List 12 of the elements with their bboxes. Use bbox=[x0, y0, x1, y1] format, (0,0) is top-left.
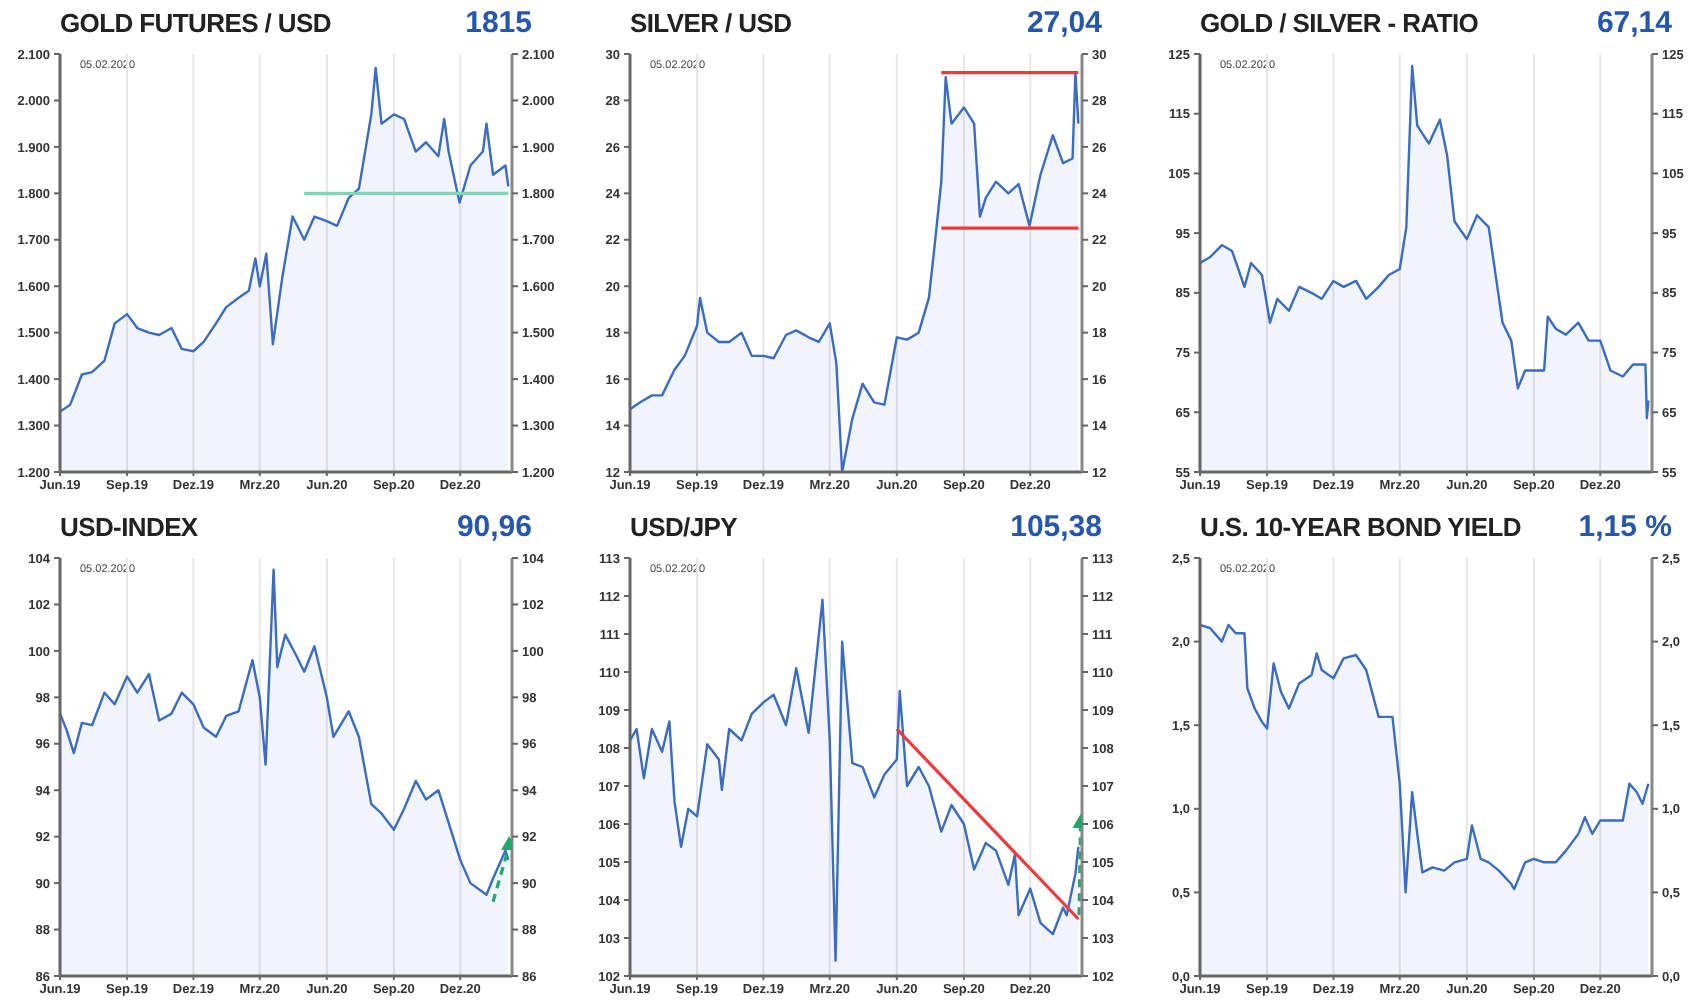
text: 27,04 bbox=[1026, 6, 1102, 40]
chart-title: USD-INDEX bbox=[60, 512, 198, 542]
text: 1815 bbox=[465, 6, 532, 40]
chart-title: GOLD FUTURES / USD bbox=[60, 8, 331, 38]
text: 1,15 % bbox=[1578, 510, 1672, 544]
text: 67,14 bbox=[1596, 6, 1672, 40]
text: 90,96 bbox=[456, 510, 532, 544]
chart-title: SILVER / USD bbox=[630, 8, 792, 38]
text: 105,38 bbox=[1010, 510, 1102, 544]
chart-title: USD/JPY bbox=[630, 512, 738, 542]
chart-title: U.S. 10-YEAR BOND YIELD bbox=[1200, 512, 1521, 542]
chart-title: GOLD / SILVER - RATIO bbox=[1200, 8, 1479, 38]
